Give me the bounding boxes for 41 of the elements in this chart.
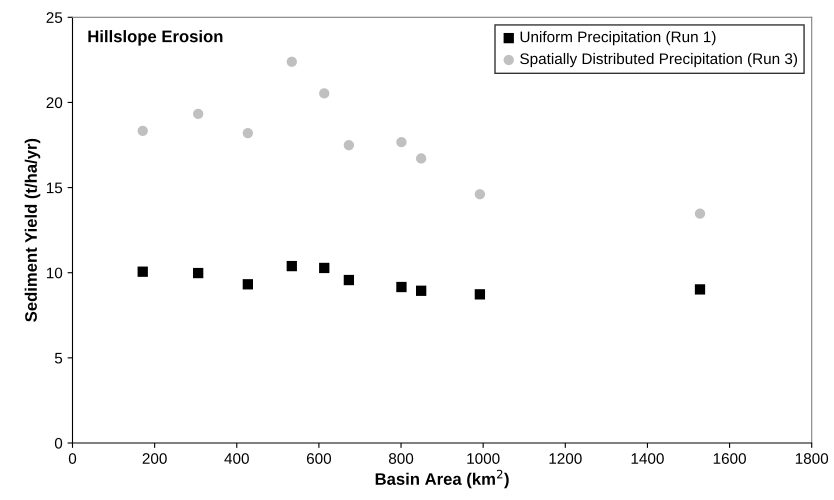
point <box>474 189 486 200</box>
point <box>694 208 706 219</box>
x-tick-label: 1800 <box>796 453 828 464</box>
x-tick-label: 1200 <box>549 453 582 464</box>
y-tick-label: 10 <box>46 268 62 278</box>
x-tick-label: 0 <box>68 453 76 464</box>
point <box>344 274 354 286</box>
x-axis-title: Basin Area (km$^{2}$) <box>376 470 509 488</box>
x-tick-label: 200 <box>142 453 167 464</box>
point <box>694 284 706 295</box>
x-tick-label: 800 <box>388 453 414 464</box>
x-tick-label: 600 <box>306 453 332 464</box>
point <box>416 286 426 296</box>
point <box>242 128 254 138</box>
x-tick-label: 1400 <box>632 453 664 464</box>
point <box>286 260 297 272</box>
y-tick-label: 15 <box>46 182 62 194</box>
point <box>193 108 204 119</box>
y-tick-label: 25 <box>46 12 62 23</box>
point <box>138 126 148 136</box>
point <box>416 153 426 164</box>
point <box>396 282 407 292</box>
point <box>396 136 407 148</box>
point <box>319 262 330 274</box>
y-tick-label: 0 <box>54 438 62 449</box>
point <box>242 279 254 290</box>
x-tick-label: 1000 <box>467 453 500 464</box>
point <box>319 88 330 99</box>
legend-label: Uniform Precipitation (Run 1) <box>520 31 716 46</box>
legend-label: Spatially Distributed Precipitation (Run 3) <box>520 52 798 68</box>
point <box>193 268 204 278</box>
text: Hillslope Erosion <box>88 30 222 46</box>
y-tick-label: 5 <box>54 352 62 364</box>
x-tick-label: 400 <box>224 453 249 464</box>
y-axis-title: Sediment Yield (t/ha/yr) <box>24 138 40 322</box>
point <box>474 289 486 300</box>
point <box>344 140 354 150</box>
y-tick-label: 20 <box>46 97 62 108</box>
x-tick-label: 1600 <box>714 453 746 464</box>
point <box>138 266 148 277</box>
point <box>286 56 297 67</box>
